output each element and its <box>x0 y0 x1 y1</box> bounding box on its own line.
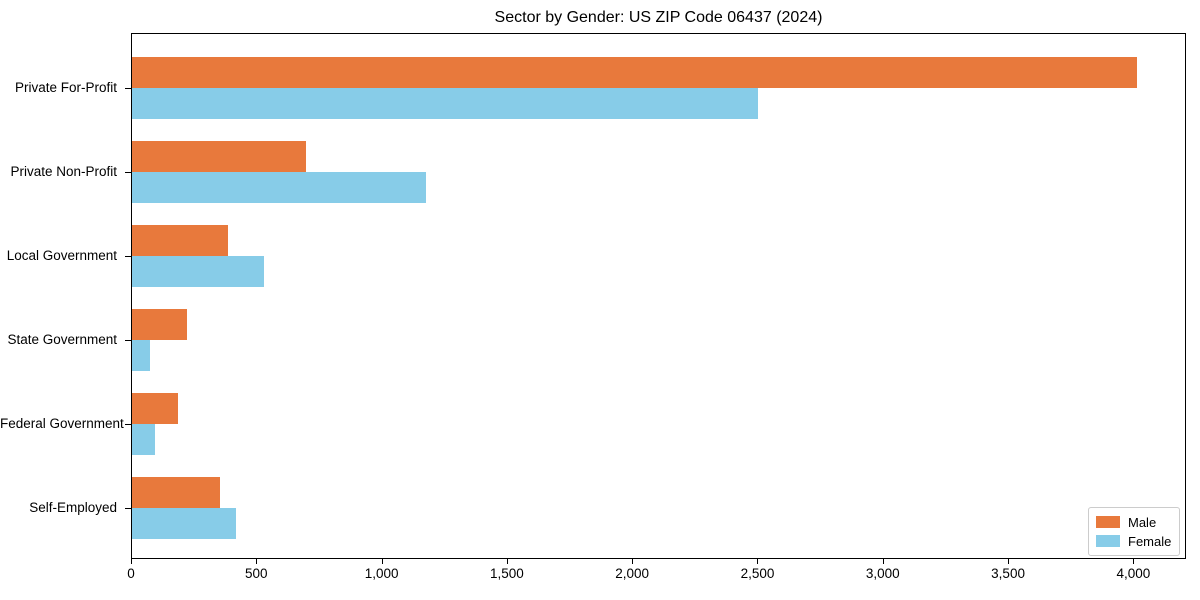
x-tick-mark <box>1008 559 1010 564</box>
y-category-label: Federal Government <box>0 416 124 431</box>
bar-female-private-for-profit <box>132 88 758 119</box>
x-tick-label: 3,500 <box>991 566 1025 581</box>
bar-male-local-government <box>132 225 228 256</box>
y-category-label: State Government <box>7 332 117 347</box>
x-tick-label: 2,000 <box>615 566 650 581</box>
y-category-label: Self-Employed <box>29 500 117 515</box>
bar-male-state-government <box>132 309 187 340</box>
x-tick-mark <box>381 559 383 564</box>
y-tick-mark <box>125 88 131 89</box>
y-tick-mark <box>125 508 131 509</box>
x-tick-label: 3,000 <box>865 566 900 581</box>
male-color-swatch <box>1096 516 1120 528</box>
x-tick-label: 500 <box>245 566 268 581</box>
legend: Male Female <box>1088 507 1180 556</box>
x-tick-mark <box>131 559 132 564</box>
y-tick-mark <box>125 424 131 425</box>
legend-label-female: Female <box>1128 533 1172 549</box>
x-tick-mark <box>506 559 508 564</box>
x-tick-mark <box>632 559 634 564</box>
x-tick-mark <box>256 559 258 564</box>
bar-female-state-government <box>132 340 150 371</box>
y-category-label: Local Government <box>6 248 117 263</box>
female-color-swatch <box>1096 535 1120 547</box>
legend-label-male: Male <box>1128 514 1157 530</box>
y-category-label: Private For-Profit <box>14 80 117 95</box>
bar-female-private-non-profit <box>132 172 426 203</box>
plot-area <box>131 33 1186 559</box>
x-tick-label: 1,000 <box>364 566 399 581</box>
x-tick-label: 4,000 <box>1116 566 1151 581</box>
chart-title: Sector by Gender: US ZIP Code 06437 (202… <box>494 9 823 26</box>
x-tick-mark <box>757 559 759 564</box>
bar-male-federal-government <box>132 393 178 424</box>
y-category-label: Private Non-Profit <box>10 164 117 179</box>
legend-item-female: Female <box>1096 533 1171 549</box>
x-tick-mark <box>1133 559 1135 564</box>
x-tick-label: 2,500 <box>740 566 775 581</box>
bar-male-self-employed <box>132 477 220 508</box>
bar-female-local-government <box>132 256 264 287</box>
legend-item-male: Male <box>1096 514 1171 530</box>
bar-male-private-non-profit <box>132 141 306 172</box>
bar-female-self-employed <box>132 508 236 539</box>
x-tick-label: 1,500 <box>489 566 524 581</box>
y-tick-mark <box>125 256 131 257</box>
y-tick-mark <box>125 172 131 173</box>
y-tick-mark <box>125 340 131 341</box>
x-tick-mark <box>882 559 884 564</box>
x-tick-label: 0 <box>127 566 135 581</box>
bar-male-private-for-profit <box>132 57 1137 88</box>
bar-female-federal-government <box>132 424 155 455</box>
